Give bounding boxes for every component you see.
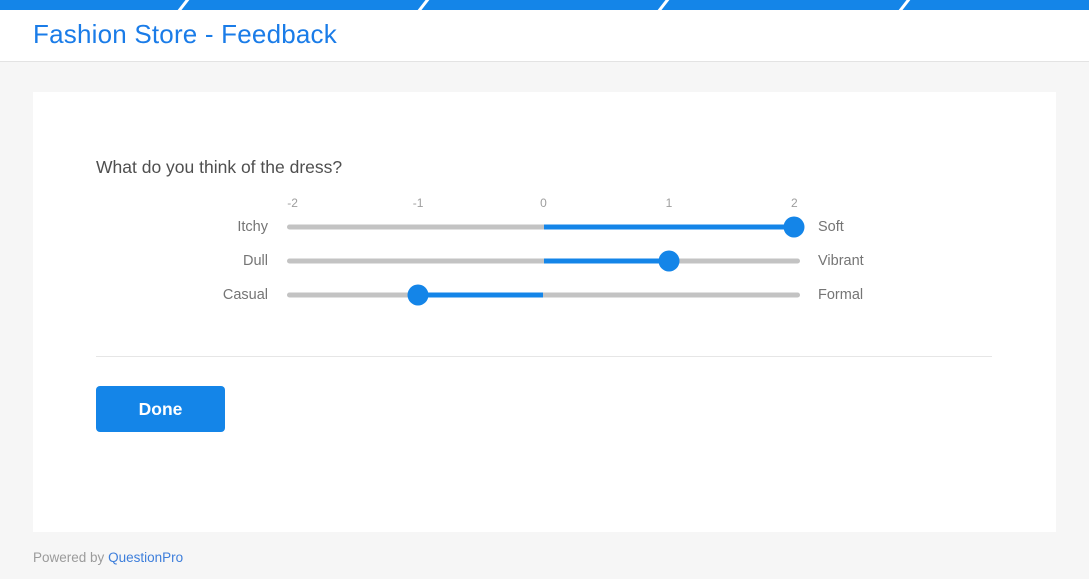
questionpro-link[interactable]: QuestionPro	[108, 550, 184, 565]
slider-right-label: Soft	[818, 219, 844, 235]
slider[interactable]	[287, 244, 800, 278]
slider-row: Dull Vibrant	[96, 244, 993, 278]
survey-card: What do you think of the dress? -2 -1 0 1 2 …	[33, 92, 1056, 532]
powered-by-label: Powered by	[33, 550, 105, 565]
progress-bar-separator	[656, 0, 671, 10]
slider-thumb[interactable]	[407, 284, 429, 306]
slider-thumb[interactable]	[658, 250, 680, 272]
page-title: Fashion Store - Feedback	[33, 19, 337, 49]
scale-spacer	[96, 196, 287, 210]
done-button[interactable]: Done	[96, 386, 225, 432]
slider-right-label: Vibrant	[818, 253, 864, 269]
survey-progress-bar	[0, 0, 1089, 10]
slider-fill	[418, 292, 544, 298]
scale-ticks: -2 -1 0 1 2	[287, 196, 800, 210]
scale-tick: 1	[665, 196, 673, 210]
slider-left-label: Itchy	[237, 219, 268, 235]
slider-thumb[interactable]	[783, 216, 805, 238]
question-text: What do you think of the dress?	[96, 157, 343, 177]
progress-bar-separator	[897, 0, 912, 10]
slider-fill	[543, 224, 795, 230]
scale-tick: -1	[412, 196, 424, 210]
progress-bar-separator	[416, 0, 431, 10]
slider-row: Casual Formal	[96, 278, 993, 312]
scale-tick: 2	[791, 196, 798, 210]
footer: Powered by QuestionPro	[33, 550, 1089, 565]
slider-row: Itchy Soft	[96, 210, 993, 244]
scale-tick: 0	[540, 196, 547, 210]
scale-tick: -2	[287, 196, 298, 210]
scale-tick-row: -2 -1 0 1 2	[96, 196, 993, 210]
slider-group: Itchy Soft Dull Vibrant Casual Formal	[96, 210, 993, 312]
slider-track[interactable]	[287, 292, 800, 298]
progress-bar-separator	[176, 0, 191, 10]
slider-left-label: Casual	[222, 287, 268, 303]
card-divider	[96, 356, 992, 357]
slider-right-label: Formal	[818, 287, 864, 303]
slider[interactable]	[287, 278, 800, 312]
slider[interactable]	[287, 210, 805, 244]
header: Fashion Store - Feedback	[0, 10, 1089, 62]
slider-left-label: Dull	[243, 253, 268, 269]
slider-fill	[543, 258, 669, 264]
